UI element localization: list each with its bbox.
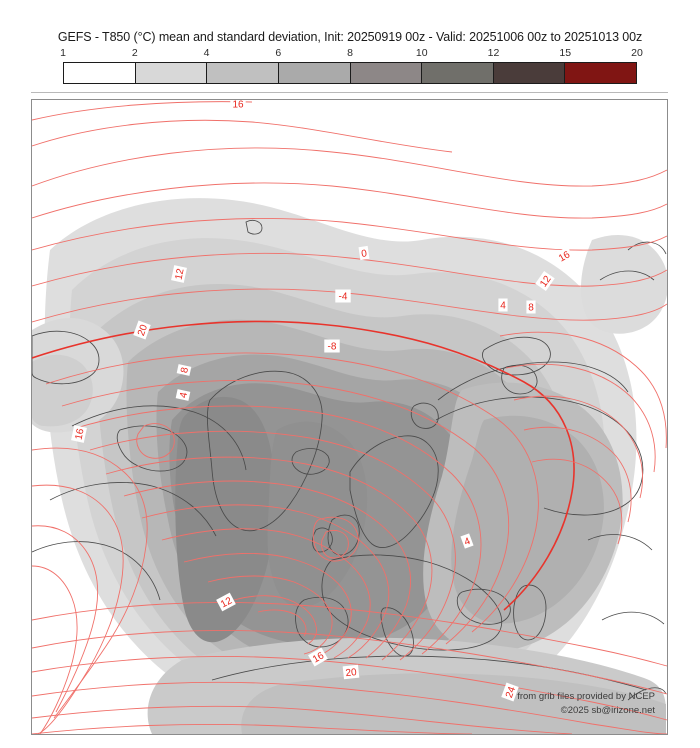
contour-label: -8 xyxy=(324,339,340,353)
contour-label-text: -4 xyxy=(339,292,348,303)
contour-label-text: 4 xyxy=(463,536,472,548)
coastlines xyxy=(32,219,667,701)
colorbar-tick-15: 15 xyxy=(559,47,572,59)
contour-label-text: 16 xyxy=(557,249,573,264)
contour-label: 4 xyxy=(460,533,474,549)
colorbar-tick-8: 8 xyxy=(347,47,353,59)
colorbar-swatch-1 xyxy=(135,63,208,83)
attribution-source: from grib files provided by NCEP xyxy=(517,691,655,702)
contour-label: 20 xyxy=(342,664,360,680)
contour-label-backdrop xyxy=(526,300,536,314)
contour-label-backdrop xyxy=(335,289,351,303)
contour-label: 16 xyxy=(71,425,87,443)
contour-label: 24 xyxy=(501,682,519,702)
contour-label-text: 16 xyxy=(74,427,87,441)
contour-label-backdrop xyxy=(460,533,474,549)
colorbar-tick-2: 2 xyxy=(131,47,138,59)
contour-label-backdrop xyxy=(535,270,555,292)
contour-label-backdrop xyxy=(175,389,191,401)
contour-label-text: -8 xyxy=(328,342,337,353)
contour-label-text: 16 xyxy=(232,100,244,111)
colorbar-swatches xyxy=(63,62,637,84)
contour-label: 8 xyxy=(176,364,192,376)
colorbar-tick-20: 20 xyxy=(631,47,643,59)
contour-label: -4 xyxy=(335,289,351,303)
colorbar-tick-10: 10 xyxy=(415,47,428,59)
contour-label-text: 4 xyxy=(500,301,506,312)
contour-label: 0 xyxy=(358,245,370,261)
contour-label-backdrop xyxy=(230,100,246,111)
contour-label: 16 xyxy=(308,647,328,667)
attribution-copyright: ©2025 sb@irizone.net xyxy=(560,705,655,716)
contour-label-text: 12 xyxy=(219,595,234,610)
colorbar-swatch-6 xyxy=(493,63,566,83)
colorbar-swatch-7 xyxy=(565,63,636,83)
contour-label-backdrop xyxy=(358,245,370,261)
contour-label-backdrop xyxy=(176,364,192,376)
header-divider xyxy=(31,92,668,93)
contour-label-backdrop xyxy=(216,592,236,612)
colorbar-swatch-5 xyxy=(422,63,494,83)
contour-label-text: 16 xyxy=(311,650,327,665)
contour-label: 12 xyxy=(171,265,187,283)
contour-label-text: 20 xyxy=(345,667,358,679)
colorbar-tick-labels: 1 2 4 6 8 10 12 15 20 xyxy=(60,47,643,62)
contour-label-text: 8 xyxy=(528,303,534,314)
contour-label: 16 xyxy=(554,246,574,266)
colorbar-swatch-4 xyxy=(350,63,423,83)
map-panel[interactable]: 16 0 -4 -8 12 20 8 4 16 16 12 4 8 4 12 16 20 24 from grib… xyxy=(31,99,668,735)
contour-label-backdrop xyxy=(342,664,360,680)
colorbar-tick-6: 6 xyxy=(275,47,282,59)
mean-contours xyxy=(32,101,667,734)
page-title: GEFS - T850 (°C) mean and standard devia… xyxy=(57,30,643,44)
contour-label: 12 xyxy=(216,592,236,612)
contour-label: 12 xyxy=(535,270,555,292)
contour-label-backdrop xyxy=(324,339,340,353)
colorbar-swatch-2 xyxy=(207,63,279,83)
colorbar-swatch-0 xyxy=(64,63,136,83)
contour-label-text: 20 xyxy=(136,323,150,338)
contour-label: 4 xyxy=(175,389,191,401)
contour-label-backdrop xyxy=(308,647,328,667)
contour-label-backdrop xyxy=(133,320,151,340)
contour-label: 20 xyxy=(133,320,151,340)
contour-label-text: 4 xyxy=(178,391,190,399)
contour-label-backdrop xyxy=(171,265,187,283)
contour-label-backdrop xyxy=(501,682,519,702)
contour-label-backdrop xyxy=(71,425,87,443)
contour-label-text: 0 xyxy=(361,248,368,260)
contour-label: 8 xyxy=(526,300,536,314)
contour-label-text: 24 xyxy=(504,685,518,700)
contour-label-text: 8 xyxy=(179,366,191,374)
colorbar-tick-4: 4 xyxy=(203,47,210,59)
contour-label-text: 12 xyxy=(174,267,187,281)
colorbar-legend: 1 2 4 6 8 10 12 15 20 xyxy=(60,47,643,84)
contour-label: 16 xyxy=(230,100,246,111)
contour-label: 4 xyxy=(498,298,508,312)
colorbar-swatch-3 xyxy=(278,63,351,83)
contour-label-backdrop xyxy=(554,246,574,266)
colorbar-tick-1: 1 xyxy=(60,47,66,59)
contour-label-backdrop xyxy=(498,298,508,312)
colorbar-tick-12: 12 xyxy=(487,47,500,59)
